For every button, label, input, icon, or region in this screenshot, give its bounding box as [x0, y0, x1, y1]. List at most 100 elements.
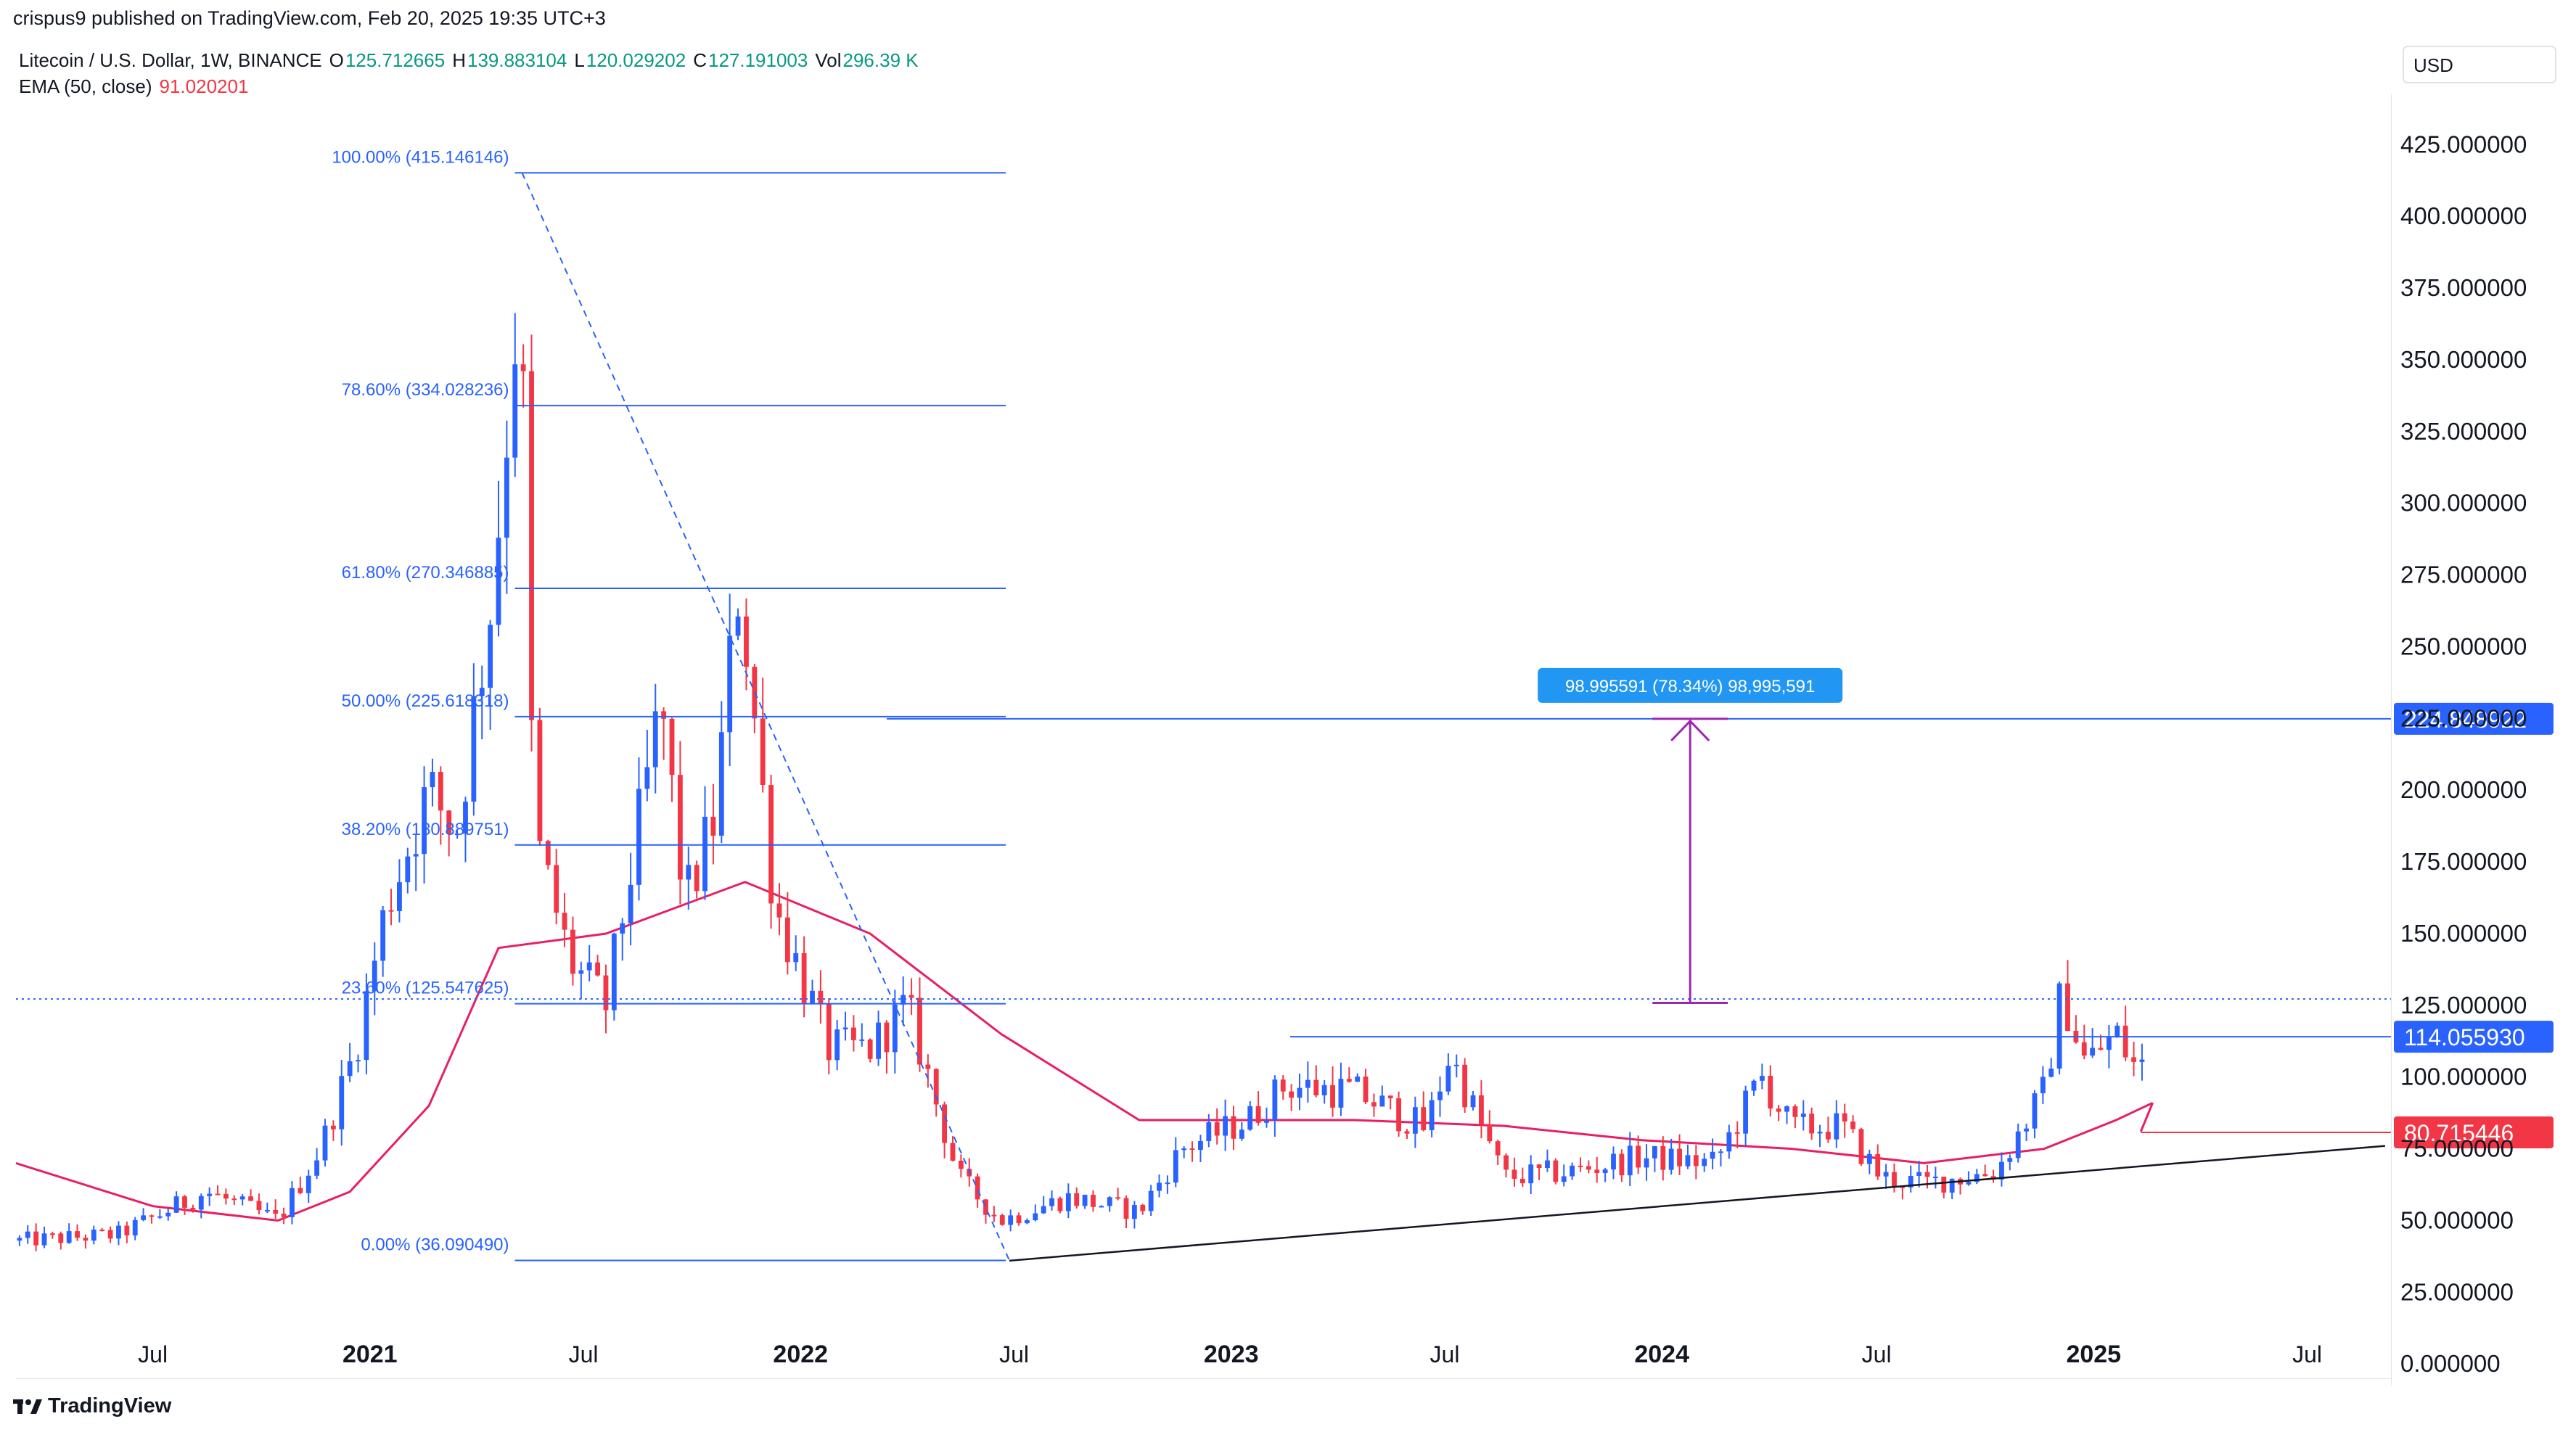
candle-body: [430, 772, 435, 788]
candle-body: [595, 962, 600, 976]
candle-body: [314, 1160, 320, 1176]
candle-body: [182, 1196, 187, 1208]
candle-body: [248, 1196, 253, 1201]
candle-body: [718, 732, 724, 836]
candle-body: [347, 1061, 353, 1077]
candle-body: [1941, 1177, 1947, 1193]
fib-level-label: 0.00% (36.090490): [361, 1235, 509, 1254]
candle-body: [1387, 1095, 1393, 1098]
candle-body: [1107, 1197, 1112, 1206]
ema-value: 91.020201: [159, 75, 249, 97]
candle-body: [2122, 1025, 2128, 1058]
candle-body: [1809, 1114, 1815, 1134]
x-tick-label: Jul: [1862, 1341, 1892, 1367]
y-tick-label: 25.000000: [2400, 1278, 2514, 1305]
candle-body: [586, 962, 592, 971]
candle-body: [958, 1161, 964, 1169]
candle-body: [1338, 1079, 1344, 1108]
candle-body: [1396, 1098, 1402, 1132]
fib-level-label: 78.60% (334.028236): [342, 380, 509, 400]
candle-body: [1049, 1198, 1054, 1206]
candle-body: [488, 625, 493, 688]
candle-body: [1198, 1140, 1203, 1151]
candle-body: [661, 711, 667, 719]
ema-line: [15, 881, 2154, 1222]
candle-body: [1363, 1076, 1369, 1103]
candle-body: [2114, 1025, 2120, 1037]
candle-body: [2065, 983, 2070, 1032]
candle-body: [983, 1199, 988, 1215]
candle-body: [793, 952, 799, 963]
candle-body: [1519, 1178, 1525, 1184]
candle-body: [2090, 1048, 2096, 1056]
candle-body: [1091, 1195, 1096, 1207]
candle-body: [91, 1230, 97, 1241]
candle-body: [290, 1188, 295, 1217]
candle-body: [1223, 1116, 1228, 1136]
candle-body: [1966, 1182, 1972, 1185]
candle-body: [1974, 1174, 1980, 1182]
candle-body: [1586, 1166, 1591, 1170]
close-value: 127.191003: [707, 49, 808, 71]
y-tick-label: 325.000000: [2400, 418, 2527, 445]
candle-body: [1189, 1148, 1195, 1151]
candle-body: [322, 1125, 328, 1161]
candle-body: [1924, 1172, 1930, 1177]
candle-body: [1289, 1091, 1295, 1098]
candle-body: [1041, 1206, 1046, 1214]
candle-body: [380, 910, 386, 961]
candle-body: [760, 718, 766, 786]
candle-body: [1504, 1155, 1509, 1170]
candle-body: [372, 960, 377, 992]
candle-body: [1462, 1064, 1468, 1108]
candle-body: [1412, 1107, 1418, 1134]
low-label: L: [574, 49, 585, 71]
y-tick-label: 0.000000: [2400, 1350, 2501, 1377]
candle-body: [578, 970, 584, 974]
candle-body: [273, 1209, 279, 1214]
candle-body: [611, 933, 617, 1011]
ohlc-legend: Litecoin / U.S. Dollar, 1W, BINANCE O125.…: [19, 49, 926, 72]
candle-body: [1578, 1165, 1583, 1167]
candle-body: [1892, 1172, 1897, 1187]
candle-body: [652, 711, 658, 768]
candle-body: [628, 884, 633, 923]
volume-label: Vol: [815, 49, 842, 71]
candle-body: [1074, 1193, 1080, 1206]
candle-body: [496, 538, 501, 625]
candle-body: [950, 1143, 956, 1161]
candle-body: [471, 696, 477, 802]
price-tag-label: 224.848922: [2404, 707, 2527, 733]
candle-body: [1115, 1197, 1121, 1199]
candle-body: [1866, 1153, 1872, 1164]
candle-body: [1685, 1155, 1691, 1166]
candle-body: [190, 1207, 196, 1210]
candle-body: [908, 995, 914, 998]
candle-body: [892, 1004, 898, 1053]
candle-body: [405, 856, 411, 883]
candle-body: [1140, 1204, 1146, 1211]
tradingview-logo[interactable]: TradingView: [13, 1394, 171, 1421]
candle-body: [1247, 1106, 1253, 1130]
y-tick-label: 100.000000: [2400, 1063, 2527, 1090]
candle-body: [1594, 1169, 1600, 1174]
candle-body: [2131, 1057, 2136, 1062]
candle-body: [512, 364, 518, 458]
grid: [16, 94, 2392, 1386]
symbol-name[interactable]: Litecoin / U.S. Dollar, 1W, BINANCE: [19, 49, 322, 71]
measure-label-box: [1538, 667, 1843, 703]
ema-label[interactable]: EMA (50, close): [19, 75, 152, 97]
candle-body: [1231, 1116, 1236, 1139]
candle-body: [810, 990, 815, 1004]
x-tick-label: 2024: [1634, 1341, 1689, 1368]
candle-body: [173, 1196, 179, 1213]
candle-body: [1280, 1079, 1286, 1092]
candle-body: [1206, 1122, 1212, 1141]
candle-body: [1842, 1113, 1847, 1122]
candle-body: [1082, 1195, 1088, 1206]
candle-body: [231, 1198, 237, 1201]
fib-level-label: 100.00% (415.146146): [332, 147, 509, 167]
candle-body: [2024, 1128, 2030, 1132]
candle-body: [686, 865, 692, 880]
